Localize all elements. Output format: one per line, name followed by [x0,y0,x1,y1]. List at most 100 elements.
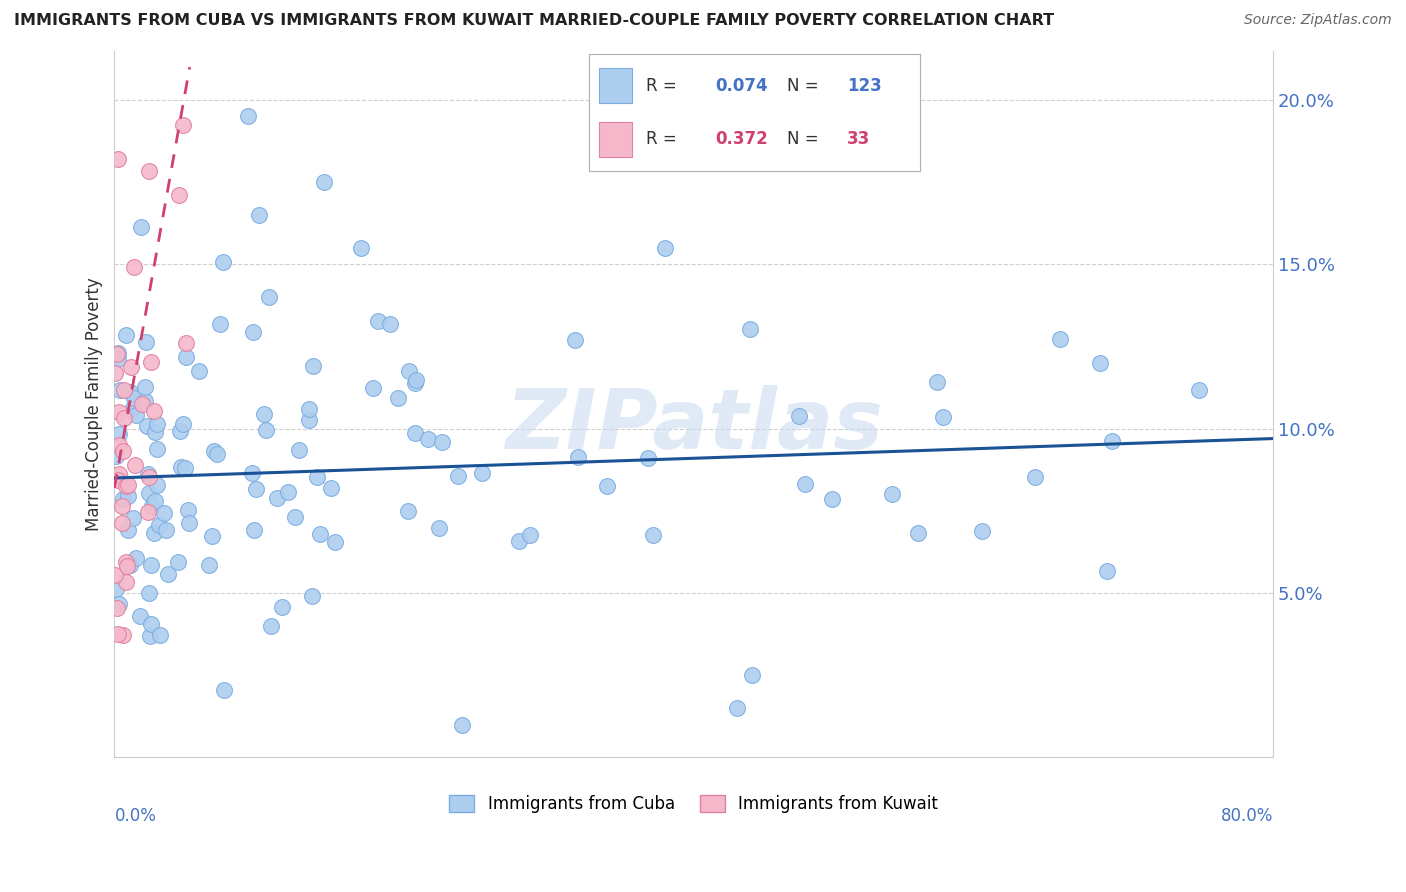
Text: 80.0%: 80.0% [1220,807,1272,825]
Point [253,407,276,421]
Point [138,586,160,600]
Point [107,152,129,166]
Point [508,533,530,548]
Point [387,392,409,406]
Point [146,417,169,431]
Point [173,460,195,475]
Point [1024,469,1046,483]
Point [451,717,474,731]
Point [405,373,427,387]
Point [108,426,131,441]
Point [118,385,141,400]
Point [114,574,136,589]
Point [880,487,903,501]
Point [104,582,127,596]
Point [122,391,145,405]
Point [114,556,136,570]
Text: Source: ZipAtlas.com: Source: ZipAtlas.com [1244,13,1392,28]
Point [115,479,138,493]
Point [128,609,150,624]
Point [107,352,129,367]
Point [725,701,748,715]
Point [240,466,263,480]
Point [108,384,131,398]
Point [430,435,453,450]
Point [146,442,169,457]
Point [134,380,156,394]
Point [148,518,170,533]
Point [131,397,153,411]
Point [155,523,177,537]
Point [211,254,233,268]
Point [142,404,165,418]
Point [112,443,135,458]
Point [643,528,665,542]
Point [117,478,139,492]
Point [427,521,450,535]
Point [143,494,166,508]
Point [152,506,174,520]
Point [143,425,166,440]
Point [297,413,319,427]
Point [302,359,325,374]
Point [167,188,190,202]
Y-axis label: Married-Couple Family Poverty: Married-Couple Family Poverty [86,277,103,531]
Point [212,682,235,697]
Point [398,364,420,378]
Point [177,503,200,517]
Point [396,504,419,518]
Point [361,381,384,395]
Point [242,326,264,340]
Point [117,489,139,503]
Point [174,350,197,364]
Point [297,402,319,417]
Point [172,417,194,432]
Point [201,529,224,543]
Text: 0.0%: 0.0% [114,807,156,825]
Point [115,328,138,343]
Point [259,290,281,304]
Point [349,241,371,255]
Point [925,376,948,390]
Point [107,627,129,641]
Point [107,467,129,481]
Point [141,617,163,632]
Text: IMMIGRANTS FROM CUBA VS IMMIGRANTS FROM KUWAIT MARRIED-COUPLE FAMILY POVERTY COR: IMMIGRANTS FROM CUBA VS IMMIGRANTS FROM … [14,13,1054,29]
Point [107,405,129,419]
Point [122,260,145,274]
Point [260,619,283,633]
Point [197,558,219,572]
Point [741,668,763,682]
Point [136,467,159,481]
Point [188,364,211,378]
Point [112,411,135,425]
Point [172,118,194,132]
Point [1049,332,1071,346]
Point [266,491,288,505]
Point [141,500,163,514]
Point [208,318,231,332]
Point [271,599,294,614]
Point [247,208,270,222]
Point [122,510,145,524]
Point [932,410,955,425]
Point [314,175,336,189]
Point [740,321,762,335]
Point [121,401,143,415]
Point [115,559,138,574]
Point [519,528,541,542]
Point [117,523,139,537]
Point [1188,383,1211,397]
Point [169,424,191,438]
Point [170,459,193,474]
Point [654,241,676,255]
Point [254,423,277,437]
Point [146,478,169,492]
Point [284,509,307,524]
Point [104,567,127,582]
Point [787,409,810,424]
Point [139,354,162,368]
Point [111,492,134,507]
Point [907,526,929,541]
Point [301,590,323,604]
